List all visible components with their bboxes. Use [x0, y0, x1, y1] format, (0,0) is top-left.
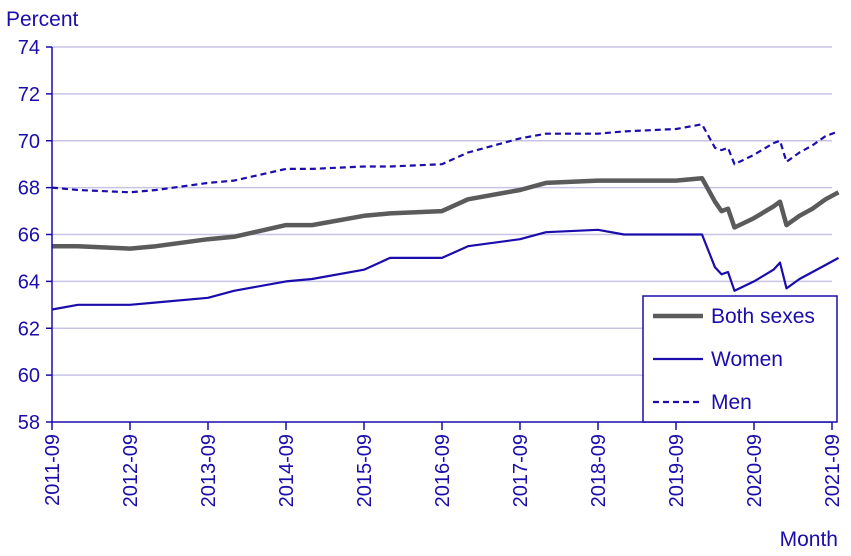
x-axis-title: Month [780, 528, 838, 551]
x-tick-label: 2013-09 [198, 434, 220, 507]
x-tick-label: 2018-09 [588, 434, 610, 507]
y-axis-title: Percent [6, 8, 79, 31]
x-tick-label: 2011-09 [42, 434, 64, 506]
x-tick-label: 2012-09 [120, 434, 142, 507]
y-tick-label: 66 [18, 225, 40, 247]
grid-lines [52, 46, 832, 376]
x-tick-label: 2014-09 [276, 434, 298, 507]
x-axis-ticks: 2011-09 2012-09 2013-09 2014-09 2015-09 2016-… [42, 422, 844, 507]
x-tick-label: 2015-09 [354, 434, 376, 507]
y-tick-label: 70 [18, 131, 40, 153]
x-tick-label: 2021-09 [822, 434, 844, 507]
y-tick-label: 68 [18, 178, 40, 200]
legend-label: Both sexes [711, 305, 815, 328]
y-tick-label: 58 [18, 412, 40, 434]
x-tick-label: 2019-09 [666, 434, 688, 507]
y-tick-label: 64 [18, 271, 40, 293]
legend-label: Women [711, 348, 783, 371]
series-lines [51, 123, 840, 311]
y-tick-label: 72 [18, 84, 40, 106]
series-line-women [51, 228, 840, 311]
legend-label: Men [711, 391, 752, 414]
x-tick-label: 2020-09 [744, 434, 766, 507]
x-tick-label: 2017-09 [510, 434, 532, 507]
legend: Both sexes Women Men [642, 295, 838, 423]
y-axis-ticks: 58 60 62 64 66 68 70 72 74 [18, 37, 52, 434]
y-tick-label: 60 [18, 365, 40, 387]
series-line-both-sexes [52, 175, 840, 251]
y-tick-label: 62 [18, 318, 40, 340]
y-tick-label: 74 [18, 37, 40, 59]
series-line-men [51, 123, 839, 194]
x-tick-label: 2016-09 [432, 434, 454, 507]
